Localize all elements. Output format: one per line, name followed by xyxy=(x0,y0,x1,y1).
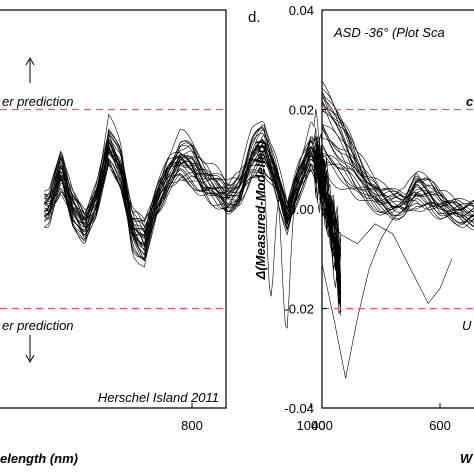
left-series-line xyxy=(44,139,341,305)
right-lower-annotation: U xyxy=(462,318,472,333)
right-y-axis-title: Δ(Measured-Modelled) xyxy=(253,141,268,281)
right-series-line xyxy=(321,161,474,212)
left-series-line xyxy=(44,141,342,311)
left-series-line xyxy=(44,146,342,289)
right-y-tick-label: -0.04 xyxy=(284,401,314,416)
up-arrow-icon xyxy=(25,56,35,83)
left-frame xyxy=(0,9,227,409)
left-series-line xyxy=(44,124,342,287)
right-frame xyxy=(321,9,474,409)
left-series-line xyxy=(44,158,342,272)
right-panel-title: ASD -36° (Plot Sca xyxy=(333,25,445,40)
right-series-line xyxy=(321,93,474,225)
right-y-tick-label: 0.04 xyxy=(289,3,314,18)
left-panel: er prediction er prediction Herschel Isl… xyxy=(0,9,342,466)
right-series-line xyxy=(321,146,474,211)
left-x-tick-label: 1000 xyxy=(297,418,326,433)
right-series-line xyxy=(321,123,474,218)
left-site-label: Herschel Island 2011 xyxy=(98,390,219,405)
right-x-tick-label: 400 xyxy=(311,418,333,433)
right-series-line xyxy=(321,103,474,207)
right-series-line xyxy=(321,93,474,211)
left-series-line xyxy=(44,159,342,257)
right-panel: d. ASD -36° (Plot Sca c U 0.04 0.02 0.00 -0… xyxy=(248,3,474,466)
right-upper-annotation: c xyxy=(466,94,474,109)
right-series-line xyxy=(321,168,474,223)
right-outlier-line xyxy=(321,203,452,379)
left-series-group xyxy=(44,108,342,329)
right-y-ticks: 0.04 0.02 0.00 -0.02 -0.04 xyxy=(284,3,327,416)
left-x-tick-label: 800 xyxy=(181,418,203,433)
left-series-line xyxy=(44,133,342,278)
right-outlier-line xyxy=(321,208,453,305)
left-x-ticks: 800 1000 xyxy=(181,403,325,433)
right-series-line xyxy=(321,154,474,223)
left-series-line xyxy=(44,141,342,260)
left-lower-annotation: er prediction xyxy=(2,318,74,333)
left-upper-annotation: er prediction xyxy=(2,94,74,109)
right-y-tick-label: 0.00 xyxy=(289,202,314,217)
left-x-axis-title: elength (nm) xyxy=(0,451,78,466)
right-x-tick-label: 600 xyxy=(429,418,451,433)
down-arrow-icon xyxy=(25,335,35,364)
panel-letter-d: d. xyxy=(248,9,261,26)
right-y-tick-label: -0.02 xyxy=(284,302,314,317)
right-x-axis-title: W xyxy=(460,451,474,466)
right-series-group xyxy=(321,81,474,379)
right-x-ticks: 400 600 xyxy=(311,403,451,433)
left-outlier-line xyxy=(251,145,306,329)
left-series-line xyxy=(44,129,342,294)
right-y-tick-label: 0.02 xyxy=(289,103,314,118)
